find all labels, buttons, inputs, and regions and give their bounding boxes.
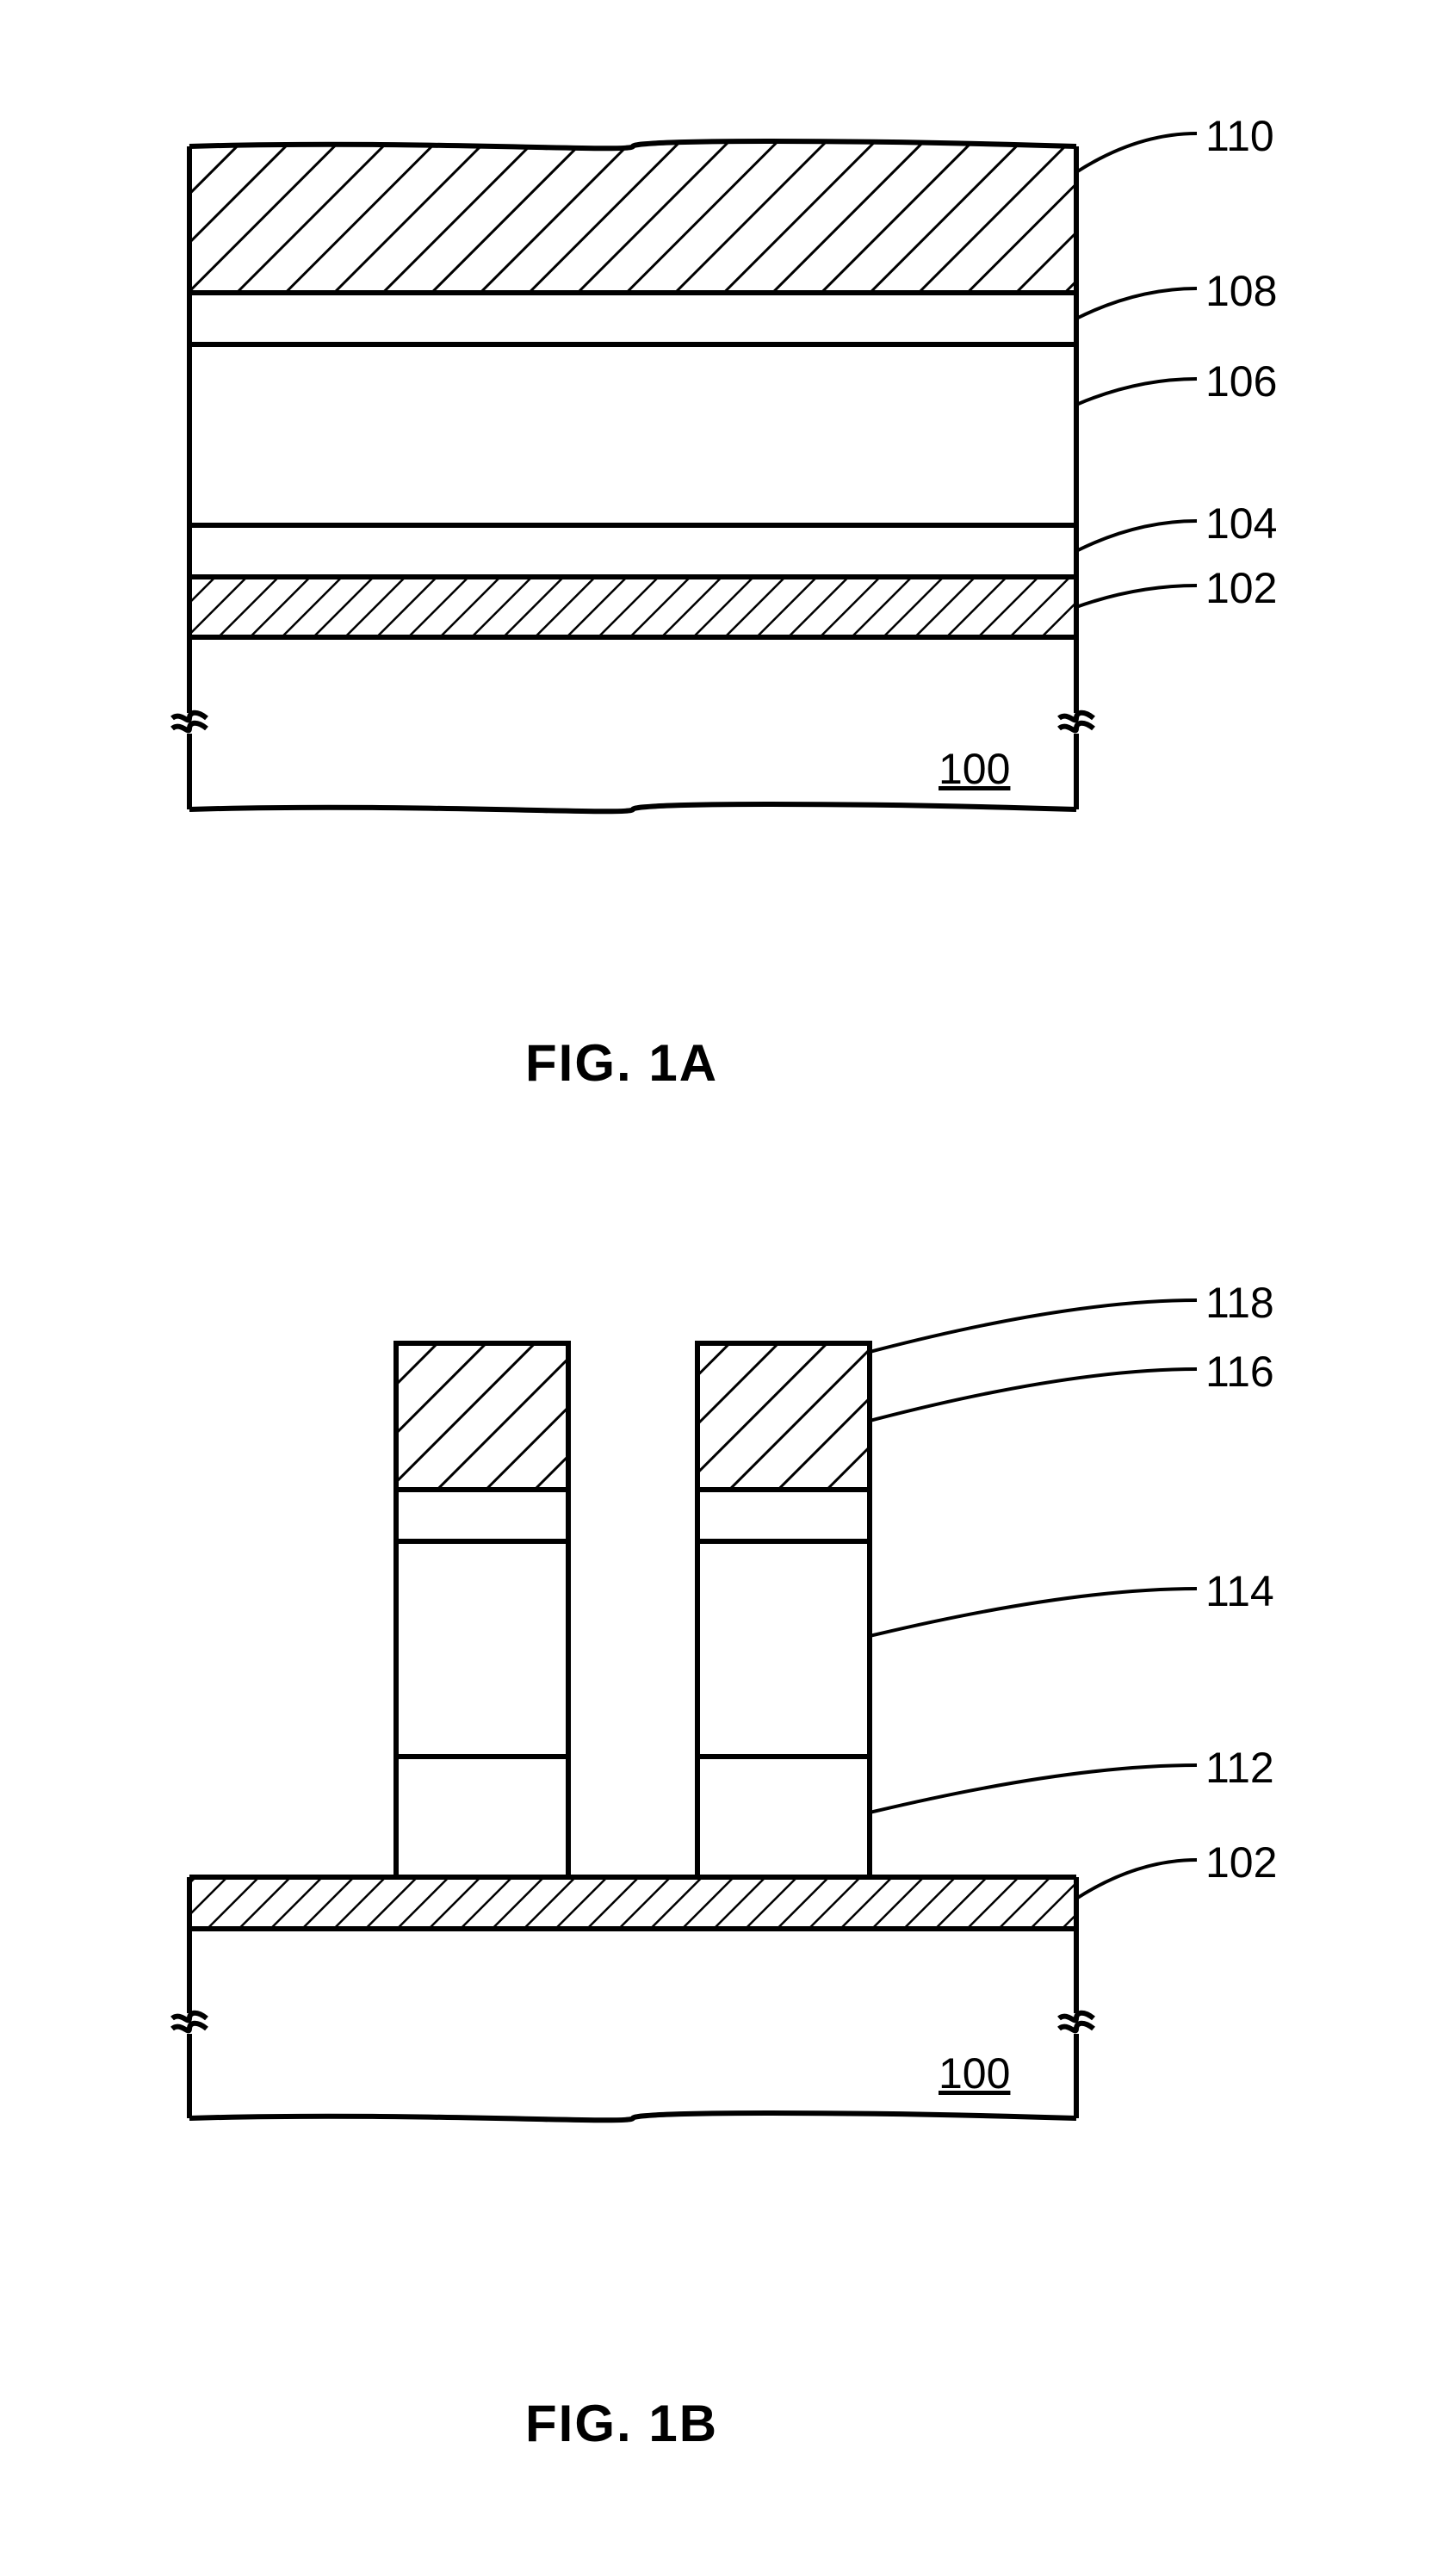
substrate-label: 100	[939, 745, 1010, 793]
callout-label: 102	[1205, 564, 1277, 612]
fig-1a-caption: FIG. 1A	[525, 1033, 718, 1093]
fig-1a-svg: 110 108 106 104 102 100	[164, 121, 1352, 835]
callout-label: 114	[1205, 1567, 1274, 1615]
callout-label: 116	[1205, 1348, 1274, 1396]
page: 110108106104102100 FIG. 1A 1181161141121…	[0, 0, 1456, 2572]
fig-1b-caption: FIG. 1B	[525, 2394, 718, 2453]
callout-label: 108	[1205, 267, 1277, 315]
callout-label: 106	[1205, 357, 1277, 406]
callout-label: 110	[1205, 121, 1274, 160]
substrate-label: 100	[939, 2049, 1010, 2098]
callout-label: 104	[1205, 499, 1277, 548]
callout-label: 112	[1205, 1744, 1274, 1792]
callout-label: 102	[1205, 1838, 1277, 1887]
fig-1b-svg: 118 116 114 112 102 100	[164, 1274, 1352, 2153]
callout-label: 118	[1205, 1279, 1274, 1327]
